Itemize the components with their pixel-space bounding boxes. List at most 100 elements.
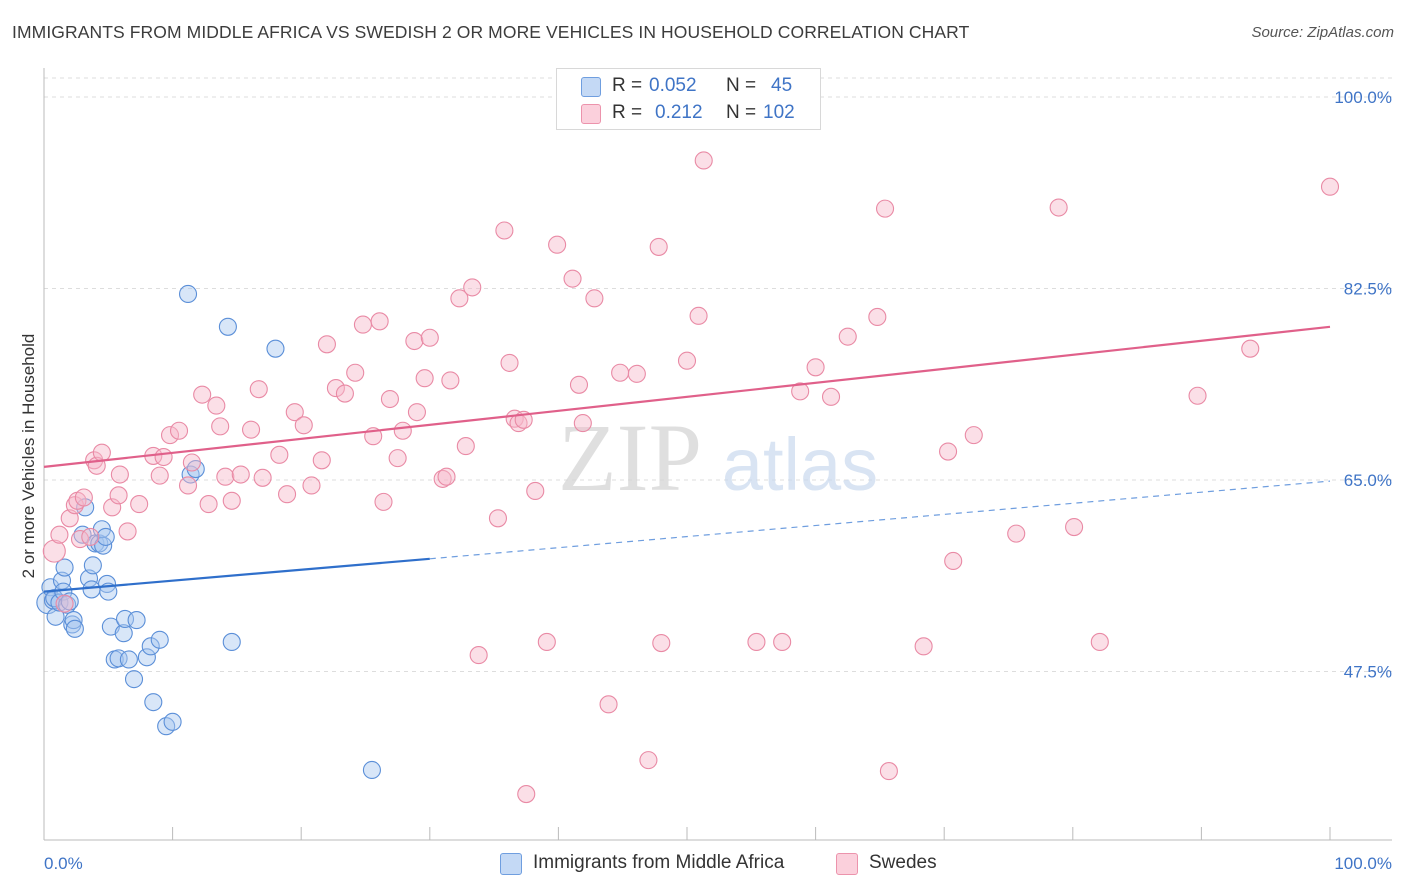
point-swedes-102 xyxy=(1188,386,1207,405)
y-tick-label-3: 100.0% xyxy=(1334,88,1392,107)
point-swedes-48 xyxy=(380,389,399,409)
stats-legend: R = 0.052 N = 45 R = 0.212 N = 102 xyxy=(556,68,821,130)
point-swedes-42 xyxy=(335,384,354,403)
point-swedes-23 xyxy=(182,453,201,472)
point-immigrants-4 xyxy=(46,607,65,626)
point-immigrants-23 xyxy=(96,527,115,546)
point-swedes-62 xyxy=(488,509,508,528)
point-swedes-98 xyxy=(1007,524,1026,543)
point-swedes-20 xyxy=(160,426,180,445)
axis-layer xyxy=(43,68,1392,841)
point-swedes-81 xyxy=(652,633,671,653)
point-immigrants-39 xyxy=(163,712,182,731)
point-swedes-37 xyxy=(294,416,313,435)
point-immigrants-44 xyxy=(222,632,241,652)
trend-layer xyxy=(43,325,1331,593)
point-immigrants-45 xyxy=(266,339,285,358)
point-immigrants-35 xyxy=(141,637,160,656)
point-swedes-96 xyxy=(944,551,963,571)
point-immigrants-37 xyxy=(150,630,169,649)
point-swedes-61 xyxy=(469,646,488,665)
point-immigrants-36 xyxy=(144,693,163,712)
point-swedes-53 xyxy=(415,369,434,388)
point-swedes-97 xyxy=(964,426,983,445)
point-swedes-86 xyxy=(773,632,792,652)
r-value: 0.052 xyxy=(649,75,697,96)
point-swedes-21 xyxy=(169,421,189,440)
y-axis-label: 2 or more Vehicles in Household xyxy=(19,334,38,579)
point-swedes-15 xyxy=(118,522,137,541)
point-swedes-75 xyxy=(599,695,618,714)
n-label: N = xyxy=(726,102,757,123)
trend-line-swedes xyxy=(43,325,1331,468)
point-immigrants-40 xyxy=(178,284,198,304)
point-swedes-90 xyxy=(838,327,857,346)
trend-line-immigrants-extension xyxy=(429,480,1331,560)
point-swedes-79 xyxy=(639,751,658,770)
point-swedes-76 xyxy=(611,363,630,382)
watermark: ZIP atlas xyxy=(558,404,878,511)
legend-label: Immigrants from Middle Africa xyxy=(533,852,785,873)
point-swedes-51 xyxy=(405,331,424,351)
point-immigrants-24 xyxy=(97,574,117,594)
point-swedes-1 xyxy=(50,525,69,544)
trend-line-immigrants xyxy=(43,557,430,593)
point-swedes-18 xyxy=(150,466,169,485)
point-swedes-27 xyxy=(211,417,230,436)
point-swedes-88 xyxy=(806,358,825,377)
point-swedes-78 xyxy=(627,364,646,383)
y-tick-label-2: 82.5% xyxy=(1344,280,1392,299)
legend-swatch-blue xyxy=(500,853,522,875)
y-tick-label-1: 65.0% xyxy=(1344,471,1392,490)
point-swedes-16 xyxy=(130,495,149,514)
point-swedes-13 xyxy=(109,486,128,505)
point-swedes-25 xyxy=(199,495,218,514)
point-swedes-34 xyxy=(270,445,289,464)
point-swedes-85 xyxy=(747,632,766,652)
r-label: R = xyxy=(612,75,643,96)
legend-label: Swedes xyxy=(869,852,937,873)
watermark-zip: ZIP xyxy=(558,404,702,511)
tick-labels: 47.5% 65.0% 82.5% 100.0% 0.0% 100.0% xyxy=(44,88,1392,873)
point-swedes-99 xyxy=(1049,198,1068,217)
point-immigrants-12 xyxy=(65,619,84,638)
point-swedes-57 xyxy=(441,371,460,390)
points-layer xyxy=(36,89,1340,804)
point-swedes-30 xyxy=(231,465,250,484)
point-swedes-31 xyxy=(241,420,261,439)
point-swedes-100 xyxy=(1065,518,1084,537)
chart-source: Source: ZipAtlas.com xyxy=(1251,24,1394,41)
point-swedes-104 xyxy=(1320,177,1340,196)
point-swedes-103 xyxy=(1241,339,1260,358)
r-value: 0.212 xyxy=(655,102,703,123)
y-tick-label-0: 47.5% xyxy=(1344,663,1392,682)
point-swedes-59 xyxy=(456,437,475,456)
point-swedes-68 xyxy=(526,481,545,500)
point-swedes-95 xyxy=(939,442,958,461)
point-swedes-89 xyxy=(821,387,841,406)
point-swedes-46 xyxy=(370,312,389,331)
point-swedes-47 xyxy=(374,492,393,511)
point-swedes-92 xyxy=(875,199,895,218)
point-swedes-60 xyxy=(463,278,482,297)
point-swedes-28 xyxy=(216,467,235,486)
point-swedes-24 xyxy=(193,385,212,404)
point-swedes-87 xyxy=(791,382,810,401)
point-swedes-38 xyxy=(302,476,321,495)
point-swedes-74 xyxy=(585,289,604,308)
point-swedes-71 xyxy=(563,269,582,288)
point-swedes-32 xyxy=(249,380,268,399)
point-swedes-67 xyxy=(517,785,536,804)
point-swedes-52 xyxy=(407,403,426,422)
point-swedes-19 xyxy=(154,447,173,467)
watermark-atlas: atlas xyxy=(722,423,878,506)
point-immigrants-13 xyxy=(55,558,74,577)
point-swedes-56 xyxy=(437,467,456,486)
point-swedes-14 xyxy=(110,465,129,484)
point-swedes-26 xyxy=(207,396,226,415)
point-swedes-35 xyxy=(278,485,297,504)
point-swedes-43 xyxy=(346,363,365,382)
point-immigrants-29 xyxy=(114,624,133,643)
point-immigrants-31 xyxy=(119,650,138,669)
